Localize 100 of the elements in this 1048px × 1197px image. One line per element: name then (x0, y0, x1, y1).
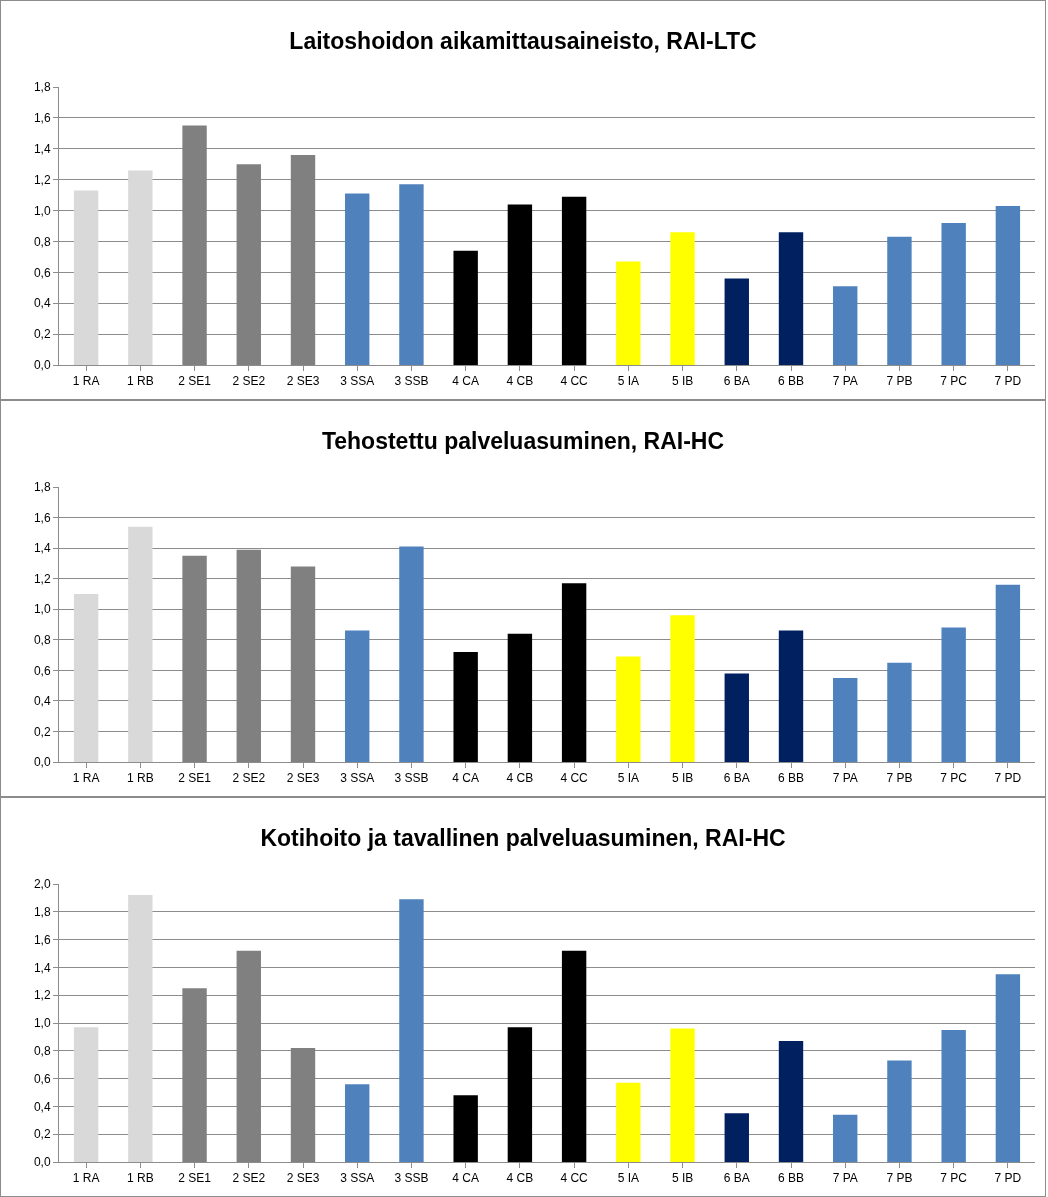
bar (778, 1041, 804, 1162)
y-tick-label: 0,4 (33, 694, 51, 709)
x-tick-label: 1 RB (126, 771, 154, 786)
x-tick-label: 2 SE1 (178, 374, 212, 389)
x-tick-label: 1 RB (126, 1171, 154, 1186)
x-tick-label: 4 CB (506, 374, 534, 389)
chart-title: Laitoshoidon aikamittausaineisto, RAI-LTC (289, 28, 757, 55)
x-tick-label: 3 SSA (340, 1171, 375, 1186)
y-tick-label: 1,8 (33, 480, 51, 495)
bar (833, 1114, 858, 1162)
bar (345, 193, 370, 365)
y-tick-label: 0,8 (33, 234, 51, 249)
x-tick-label: 1 RA (72, 1171, 100, 1186)
bar (887, 662, 912, 762)
x-tick-label: 2 SE2 (232, 771, 266, 786)
y-tick-label: 0,8 (33, 1044, 51, 1058)
x-tick-label: 4 CA (452, 374, 480, 389)
x-tick-label: 4 CB (506, 1171, 534, 1186)
x-tick-label: 3 SSB (394, 374, 429, 389)
x-tick-label: 3 SSA (340, 771, 375, 786)
x-tick-label: 4 CC (560, 374, 589, 389)
bar (724, 278, 749, 365)
x-tick-label: 2 SE1 (178, 1171, 212, 1186)
x-tick-label: 2 SE2 (232, 1171, 266, 1186)
x-tick-label: 5 IB (671, 1171, 694, 1186)
bar (995, 205, 1021, 365)
x-tick-label: 3 SSB (394, 771, 429, 786)
bar (941, 627, 966, 762)
x-tick-label: 6 BB (777, 374, 805, 389)
bar (616, 656, 641, 762)
bar (887, 1060, 912, 1162)
bar (995, 974, 1021, 1162)
bar (128, 170, 153, 365)
y-tick-label: 1,2 (33, 172, 51, 187)
bar (453, 652, 478, 762)
bar (73, 593, 99, 762)
y-tick-label: 1,8 (33, 905, 51, 919)
y-tick-label: 0,2 (33, 327, 51, 342)
y-tick-label: 2,0 (33, 877, 51, 892)
x-tick-label: 2 SE3 (286, 771, 320, 786)
x-tick-label: 4 CA (452, 1171, 480, 1186)
bar (561, 950, 587, 1162)
x-tick-label: 7 PC (940, 771, 968, 786)
y-tick-label: 0,8 (33, 632, 51, 647)
x-tick-label: 7 PA (832, 1171, 858, 1186)
bar (670, 1028, 695, 1162)
bar (670, 615, 695, 762)
chart-title: Tehostettu palveluasuminen, RAI-HC (321, 428, 725, 455)
bar (345, 630, 370, 762)
x-tick-label: 7 PB (886, 771, 913, 786)
x-tick-label: 6 BB (777, 1171, 805, 1186)
y-tick-label: 1,4 (33, 141, 51, 156)
y-tick-label: 0,6 (33, 1071, 51, 1086)
x-tick-label: 3 SSB (394, 1171, 429, 1186)
x-tick-label: 7 PA (832, 374, 858, 389)
x-tick-label: 6 BB (777, 771, 805, 786)
bar (724, 1113, 749, 1162)
x-tick-label: 7 PB (886, 374, 913, 389)
y-tick-label: 1,0 (33, 1016, 51, 1031)
y-tick-label: 0,4 (33, 1099, 51, 1114)
x-tick-label: 7 PB (886, 1171, 913, 1186)
x-tick-label: 4 CA (452, 771, 480, 786)
bar (453, 250, 478, 365)
x-tick-label: 7 PC (940, 1171, 968, 1186)
x-tick-label: 4 CB (506, 771, 534, 786)
bar (73, 1027, 99, 1162)
y-tick-label: 0,0 (33, 755, 51, 770)
bar (399, 899, 424, 1162)
bar (73, 190, 99, 365)
bar (128, 895, 153, 1162)
x-tick-label: 3 SSA (340, 374, 375, 389)
x-tick-label: 5 IA (617, 771, 640, 786)
x-tick-label: 7 PD (994, 771, 1022, 786)
y-tick-label: 0,6 (33, 663, 51, 678)
x-tick-label: 6 BA (723, 1171, 750, 1186)
bar (453, 1095, 478, 1162)
bar (778, 630, 804, 762)
x-tick-label: 5 IB (671, 771, 694, 786)
x-tick-label: 5 IA (617, 1171, 640, 1186)
y-tick-label: 1,2 (33, 988, 51, 1003)
bar (778, 232, 804, 365)
y-tick-label: 1,8 (33, 80, 51, 95)
x-tick-label: 5 IA (617, 374, 640, 389)
y-tick-label: 0,2 (33, 1127, 51, 1142)
x-tick-label: 7 PC (940, 374, 968, 389)
y-tick-label: 1,0 (33, 602, 51, 617)
x-tick-label: 7 PA (832, 771, 858, 786)
bar (128, 526, 153, 762)
bar (833, 286, 858, 365)
y-tick-label: 1,6 (33, 111, 51, 126)
bar (507, 633, 533, 762)
x-tick-label: 2 SE3 (286, 1171, 320, 1186)
chart-title: Kotihoito ja tavallinen palveluasuminen, RAI-HC (260, 825, 786, 852)
bar (941, 222, 966, 365)
x-tick-label: 2 SE1 (178, 771, 212, 786)
bar (833, 677, 858, 762)
x-tick-label: 6 BA (723, 374, 750, 389)
bar (616, 261, 641, 365)
y-tick-label: 1,0 (33, 203, 51, 218)
y-tick-label: 1,4 (33, 541, 51, 556)
